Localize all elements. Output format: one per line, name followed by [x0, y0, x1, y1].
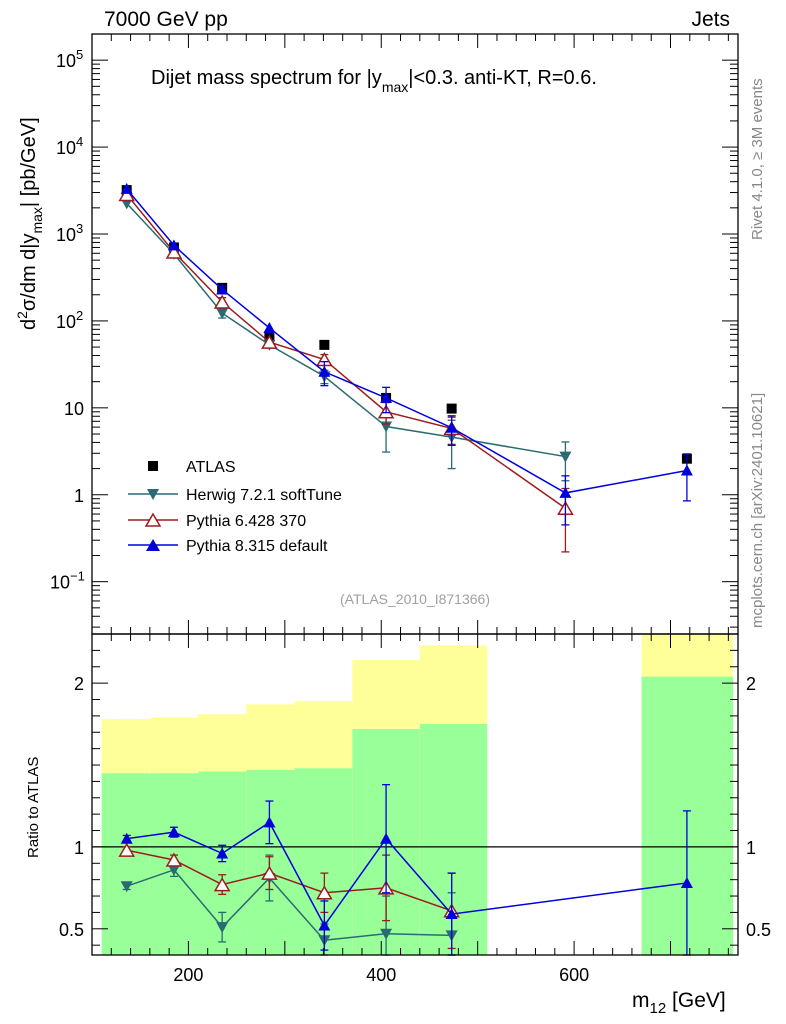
point-herwig-2 — [216, 308, 229, 320]
y-tick-label-main-0: 10 — [50, 573, 70, 593]
ratio-point-pythia8-0 — [120, 832, 133, 844]
y-tick-label-ratio-right-1: 1 — [746, 838, 756, 858]
point-pythia8-8 — [680, 464, 693, 476]
ratio-bands — [101, 634, 734, 955]
y-tick-label-main-1: 1 — [74, 486, 84, 506]
ratio-point-herwig-1 — [167, 864, 180, 876]
series-atlas — [121, 185, 692, 464]
y-tick-exp-main-0: −1 — [70, 569, 85, 584]
main-title: Dijet mass spectrum for |ymax|<0.3. anti… — [151, 67, 597, 95]
point-pythia8-7 — [559, 486, 572, 498]
point-pythia6-0 — [118, 186, 136, 202]
header-right: Jets — [691, 8, 730, 31]
series-pythia8 — [120, 182, 693, 526]
legend-marker-atlas — [148, 461, 158, 471]
main-series — [118, 182, 693, 553]
point-pythia8-0 — [120, 182, 133, 194]
ratio-frame — [91, 633, 739, 956]
y-tick-exp-main-5: 4 — [76, 134, 83, 149]
point-pythia8-4 — [318, 365, 331, 377]
legend-item-pythia6: Pythia 6.428 370 — [128, 512, 306, 530]
ratio-point-pythia8-2 — [216, 847, 229, 859]
point-pythia6-2 — [213, 294, 231, 309]
main-y-label: d2σ/dm d|ymax| [pb/GeV] — [14, 117, 45, 330]
y-tick-label-ratio-right-0.5: 0.5 — [746, 920, 771, 940]
side-label-mcplots: mcplots.cern.ch [arXiv:2401.10621] — [749, 393, 766, 628]
y-tick-label-ratio-left-1: 1 — [74, 838, 84, 858]
ratio-point-pythia8-5 — [380, 832, 393, 844]
watermark: (ATLAS_2010_I871366) — [340, 591, 490, 607]
legend-item-pythia8: Pythia 8.315 default — [128, 538, 328, 555]
point-pythia8-6 — [445, 421, 458, 433]
point-pythia8-2 — [216, 283, 229, 295]
legend-label-herwig: Herwig 7.2.1 softTune — [186, 487, 342, 504]
y-tick-label-main-4: 10 — [56, 225, 76, 245]
ratio-series-pythia8 — [120, 784, 693, 956]
ratio-point-herwig-5 — [380, 928, 393, 940]
point-atlas-6 — [446, 403, 457, 414]
ratio-point-pythia8-3 — [263, 816, 276, 828]
ratio-point-pythia8-4 — [318, 919, 331, 931]
band-green-3 — [246, 769, 295, 955]
line-pythia8 — [126, 188, 688, 494]
side-label-rivet: Rivet 4.1.0, ≥ 3M events — [749, 78, 766, 240]
point-pythia8-5 — [380, 391, 393, 403]
point-pythia8-3 — [263, 321, 276, 333]
x-tick-label-600: 600 — [559, 965, 589, 985]
point-atlas-4 — [319, 339, 330, 350]
y-tick-label-main-2: 10 — [64, 399, 84, 419]
y-tick-label-ratio-left-2: 2 — [74, 674, 84, 694]
legend-item-atlas: ATLAS — [148, 459, 236, 476]
y-tick-label-main-6: 10 — [56, 51, 76, 71]
ratio-point-herwig-2 — [216, 922, 229, 934]
point-herwig-7 — [559, 451, 572, 463]
legend-marker-herwig — [147, 489, 159, 500]
y-tick-label-main-3: 10 — [56, 312, 76, 332]
y-tick-label-ratio-left-0.5: 0.5 — [59, 920, 84, 940]
ratio-series — [118, 784, 693, 956]
ratio-point-pythia8-7 — [680, 876, 693, 888]
legend-label-pythia8: Pythia 8.315 default — [186, 538, 328, 555]
x-axis-label: m12 [GeV] — [632, 989, 726, 1017]
ratio-point-herwig-0 — [120, 881, 133, 893]
y-tick-exp-main-6: 5 — [76, 47, 83, 62]
ratio-point-pythia6-3 — [261, 865, 278, 880]
legend-label-atlas: ATLAS — [186, 459, 236, 476]
ratio-point-pythia8-6 — [445, 908, 458, 920]
y-tick-exp-main-3: 2 — [76, 308, 83, 323]
ratio-line-pythia8 — [126, 821, 687, 927]
legend-item-herwig: Herwig 7.2.1 softTune — [128, 487, 342, 504]
legend-marker-pythia6 — [144, 512, 162, 527]
legend-label-pythia6: Pythia 6.428 370 — [186, 513, 306, 530]
y-tick-exp-main-4: 3 — [76, 221, 83, 236]
point-pythia6-3 — [261, 334, 278, 349]
band-green-6 — [419, 724, 488, 955]
ratio-point-pythia6-2 — [213, 877, 231, 892]
series-herwig — [120, 198, 572, 482]
ratio-point-pythia6-0 — [118, 842, 136, 857]
line-herwig — [126, 202, 566, 458]
ratio-point-pythia6-4 — [316, 885, 333, 900]
band-green-0 — [101, 773, 150, 955]
legend: ATLAS Herwig 7.2.1 softTune Pythia 6.428… — [128, 459, 342, 555]
point-pythia6-1 — [165, 244, 183, 259]
y-tick-label-ratio-right-2: 2 — [746, 674, 756, 694]
ratio-point-pythia6-1 — [165, 852, 183, 867]
header-left: 7000 GeV pp — [104, 8, 228, 31]
ratio-point-pythia8-1 — [167, 826, 180, 838]
x-tick-label-400: 400 — [366, 965, 396, 985]
point-pythia8-1 — [167, 239, 180, 251]
ratio-y-label: Ratio to ATLAS — [25, 757, 42, 858]
y-tick-label-main-5: 10 — [56, 138, 76, 158]
x-tick-label-200: 200 — [173, 965, 203, 985]
legend-marker-pythia8 — [146, 539, 160, 551]
